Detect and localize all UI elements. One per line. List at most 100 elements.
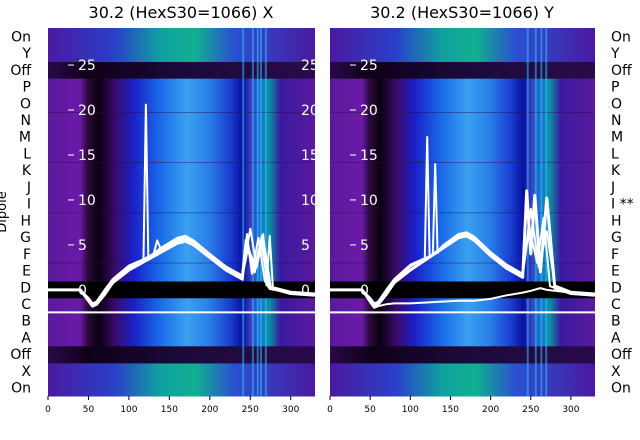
dipole-label: K: [611, 163, 621, 179]
overlay-tick-label: 5: [360, 238, 369, 254]
row-separator: [330, 111, 595, 113]
heatmap-row: [48, 329, 315, 347]
heatmap-row: [330, 161, 595, 180]
trace-line: [330, 287, 596, 309]
dipole-label: M: [19, 130, 31, 146]
overlay-tick-label-right: 0: [301, 283, 310, 299]
dipole-label: D: [20, 280, 31, 296]
x-tick-label: 250: [522, 405, 539, 415]
row-separator: [330, 161, 595, 164]
row-separator: [330, 362, 595, 364]
overlay-tick-label: 10: [360, 193, 378, 209]
heatmap-row: [330, 78, 595, 96]
heatmap-row: [330, 178, 595, 196]
x-tick-label: 150: [161, 405, 178, 415]
dipole-label: B: [611, 314, 621, 330]
overlay-tick-label: 5: [78, 238, 87, 254]
heatmap-row: [330, 44, 595, 62]
heatmap-row: [48, 362, 315, 380]
heatmap-row: [330, 362, 595, 380]
dipole-label: O: [611, 96, 622, 112]
overlay-tick-label: 25: [78, 58, 96, 74]
x-tick-label: 100: [120, 405, 137, 415]
bright-column: [540, 28, 543, 396]
row-separator: [330, 262, 595, 264]
heatmap-row: [330, 295, 595, 313]
dipole-label: Off: [611, 347, 632, 363]
x-tick-label: 150: [442, 405, 459, 415]
dipole-label: P: [611, 80, 619, 96]
overlay-tick-label: 20: [78, 103, 96, 119]
heatmap-row: [330, 28, 595, 46]
heatmap-row: [48, 195, 315, 213]
heatmap-row: [48, 111, 315, 129]
dipole-label: Y: [610, 46, 620, 62]
dipole-label: N: [21, 113, 31, 129]
row-separator: [330, 212, 595, 214]
dipole-label: J: [26, 180, 31, 196]
heatmap-row: [48, 295, 315, 313]
trace-line: [48, 233, 316, 307]
dipole-label: D: [611, 280, 622, 296]
dipole-label: On: [611, 29, 631, 45]
bright-column: [256, 28, 259, 396]
heatmap-row: [48, 94, 315, 113]
overlay-tick-label-right: 15: [301, 148, 319, 164]
heatmap-row: [330, 379, 595, 397]
heatmap-row: [48, 28, 315, 46]
x-tick-label: 50: [83, 405, 95, 415]
dipole-label: H: [20, 213, 31, 229]
dipole-label: Y: [21, 46, 31, 62]
row-separator: [48, 362, 315, 364]
dipole-label: L: [23, 146, 31, 162]
dipole-label: I: [27, 197, 31, 213]
heatmap-row: [48, 345, 315, 364]
dipole-label: Off: [10, 63, 31, 79]
heatmap-row: [48, 212, 315, 230]
dipole-label: On: [611, 381, 631, 397]
heatmap-row: [330, 312, 595, 330]
dipole-label: G: [611, 230, 622, 246]
dipole-label: G: [20, 230, 31, 246]
overlay-tick-label-right: 10: [301, 193, 319, 209]
overlay-tick-label: 15: [360, 148, 378, 164]
dipole-label: A: [611, 330, 621, 346]
heatmap-row: [330, 111, 595, 129]
dipole-label: H: [611, 213, 622, 229]
dipole-label: Off: [10, 347, 31, 363]
trace-line: [48, 103, 316, 305]
row-separator: [48, 212, 315, 214]
heatmap-row: [48, 312, 315, 330]
dipole-label: L: [611, 146, 619, 162]
dipole-label: On: [11, 381, 31, 397]
dipole-label: Off: [611, 63, 632, 79]
overlay-tick-label-right: 25: [301, 58, 319, 74]
x-tick-label: 0: [327, 405, 333, 415]
overlay-tick-label: 15: [78, 148, 96, 164]
dipole-label: E: [611, 264, 620, 280]
row-separator: [48, 61, 315, 63]
heatmap-row: [48, 161, 315, 180]
x-tick-label: 0: [45, 405, 51, 415]
dipole-label: N: [611, 113, 621, 129]
heatmap-row: [48, 262, 315, 280]
bright-column: [242, 28, 245, 396]
heatmap-row: [330, 345, 595, 364]
dipole-label: M: [611, 130, 623, 146]
heatmap-row: [330, 245, 595, 263]
dipole-label: F: [23, 247, 31, 263]
heatmap-row: [330, 128, 595, 146]
overlay-tick-label: 25: [360, 58, 378, 74]
heatmap-row: [48, 379, 315, 397]
overlay-tick-label-right: 5: [301, 238, 310, 254]
trace-line: [330, 163, 596, 305]
heatmap-row: [330, 61, 595, 79]
dipole-label: On: [11, 29, 31, 45]
x-tick-label: 250: [242, 405, 259, 415]
row-separator: [330, 61, 595, 63]
overlay-tick-label: 20: [360, 103, 378, 119]
heatmap-row: [48, 178, 315, 196]
x-tick-label: 200: [201, 405, 218, 415]
